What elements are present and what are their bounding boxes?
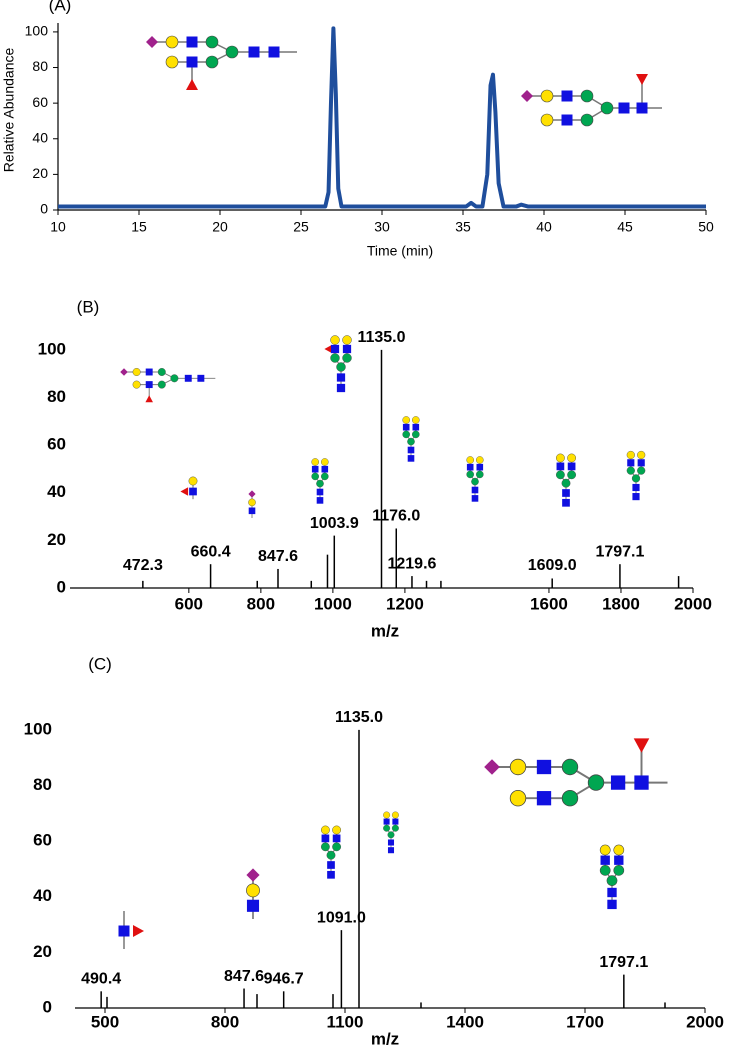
y-tick-label: 0	[57, 577, 66, 596]
y-tick-label: 0	[43, 997, 52, 1016]
peak-label: 847.6	[258, 548, 298, 565]
peak-label: 1219.6	[387, 555, 436, 572]
y-tick-label: 20	[33, 942, 52, 961]
x-tick-label: 1000	[314, 594, 352, 613]
y-tick-label: 40	[33, 886, 52, 905]
x-tick-label: 30	[374, 219, 390, 235]
x-tick-label: 1200	[386, 594, 424, 613]
x-tick-label: 50	[698, 219, 714, 235]
y-tick-label: 20	[47, 530, 66, 549]
glycan-icon	[248, 490, 255, 518]
x-axis-label: m/z	[371, 1029, 399, 1048]
glycan-icon	[467, 456, 484, 501]
peak-label: 472.3	[123, 557, 163, 574]
x-tick-label: 1800	[602, 594, 640, 613]
y-tick-label: 40	[32, 129, 48, 145]
glycan-icon	[484, 738, 667, 806]
panel-label: (B)	[77, 297, 100, 316]
y-tick-label: 60	[33, 831, 52, 850]
y-tick-label: 80	[32, 58, 48, 74]
peak-label: 1091.0	[317, 909, 366, 926]
line-series	[58, 26, 706, 209]
peak-label: 847.6	[224, 968, 264, 985]
x-tick-label: 1400	[446, 1012, 484, 1031]
x-tick-label: 1100	[327, 1012, 364, 1031]
glycan-icon	[331, 336, 352, 393]
x-tick-label: 800	[247, 594, 275, 613]
x-tick-label: 2000	[674, 594, 712, 613]
peak-label: 1135.0	[335, 709, 383, 726]
peak-label: 946.7	[264, 971, 304, 988]
peak-label: 1797.1	[595, 543, 644, 560]
y-tick-label: 0	[40, 201, 48, 217]
y-tick-label: 60	[32, 94, 48, 110]
glycan-icon	[180, 477, 197, 499]
glycan-icon	[146, 36, 297, 90]
glycan-icon	[246, 868, 259, 919]
glycan-icon	[521, 74, 662, 126]
glycan-icon	[324, 345, 331, 353]
x-tick-label: 20	[212, 219, 228, 235]
y-axis-label: Relative Abundance	[1, 48, 17, 173]
glycan-icons	[118, 36, 668, 949]
peak-label: 1797.1	[599, 954, 648, 971]
x-tick-label: 500	[91, 1012, 119, 1031]
y-tick-label: 40	[47, 482, 66, 501]
peak-label: 1609.0	[528, 557, 577, 574]
panel-label: (A)	[49, 0, 72, 14]
y-tick-label: 20	[32, 165, 48, 181]
x-axis-label: m/z	[371, 621, 399, 640]
peak-label: 1003.9	[310, 515, 359, 532]
x-tick-label: 1600	[530, 594, 568, 613]
x-tick-label: 45	[617, 219, 633, 235]
glycan-icon	[321, 826, 341, 879]
x-tick-label: 15	[131, 219, 147, 235]
peak-label: 490.4	[81, 971, 121, 988]
y-tick-label: 100	[24, 719, 52, 738]
x-tick-label: 600	[175, 594, 203, 613]
x-axis-label: Time (min)	[367, 243, 433, 259]
y-tick-label: 100	[38, 339, 66, 358]
panel-label: (C)	[88, 654, 112, 673]
glycan-icon	[600, 845, 624, 909]
glycan-icon	[627, 451, 645, 500]
x-tick-label: 1700	[566, 1012, 604, 1031]
glycan-icon	[556, 454, 576, 507]
x-tick-label: 800	[211, 1012, 239, 1031]
glycan-icon	[120, 368, 215, 402]
peak-label: 660.4	[191, 543, 231, 560]
y-tick-label: 60	[47, 435, 66, 454]
peak-label: 1176.0	[372, 508, 420, 525]
x-tick-label: 25	[293, 219, 309, 235]
y-tick-label: 100	[25, 23, 49, 39]
glycan-icon	[383, 812, 398, 854]
x-tick-label: 2000	[686, 1012, 724, 1031]
glycan-icon	[403, 416, 420, 461]
x-tick-label: 10	[50, 219, 66, 235]
peak-label: 1135.0	[357, 329, 405, 346]
glycan-icon	[312, 458, 329, 503]
x-tick-label: 35	[455, 219, 471, 235]
x-tick-label: 40	[536, 219, 552, 235]
y-tick-label: 80	[47, 387, 66, 406]
y-tick-label: 80	[33, 775, 52, 794]
glycan-icon	[118, 911, 144, 949]
